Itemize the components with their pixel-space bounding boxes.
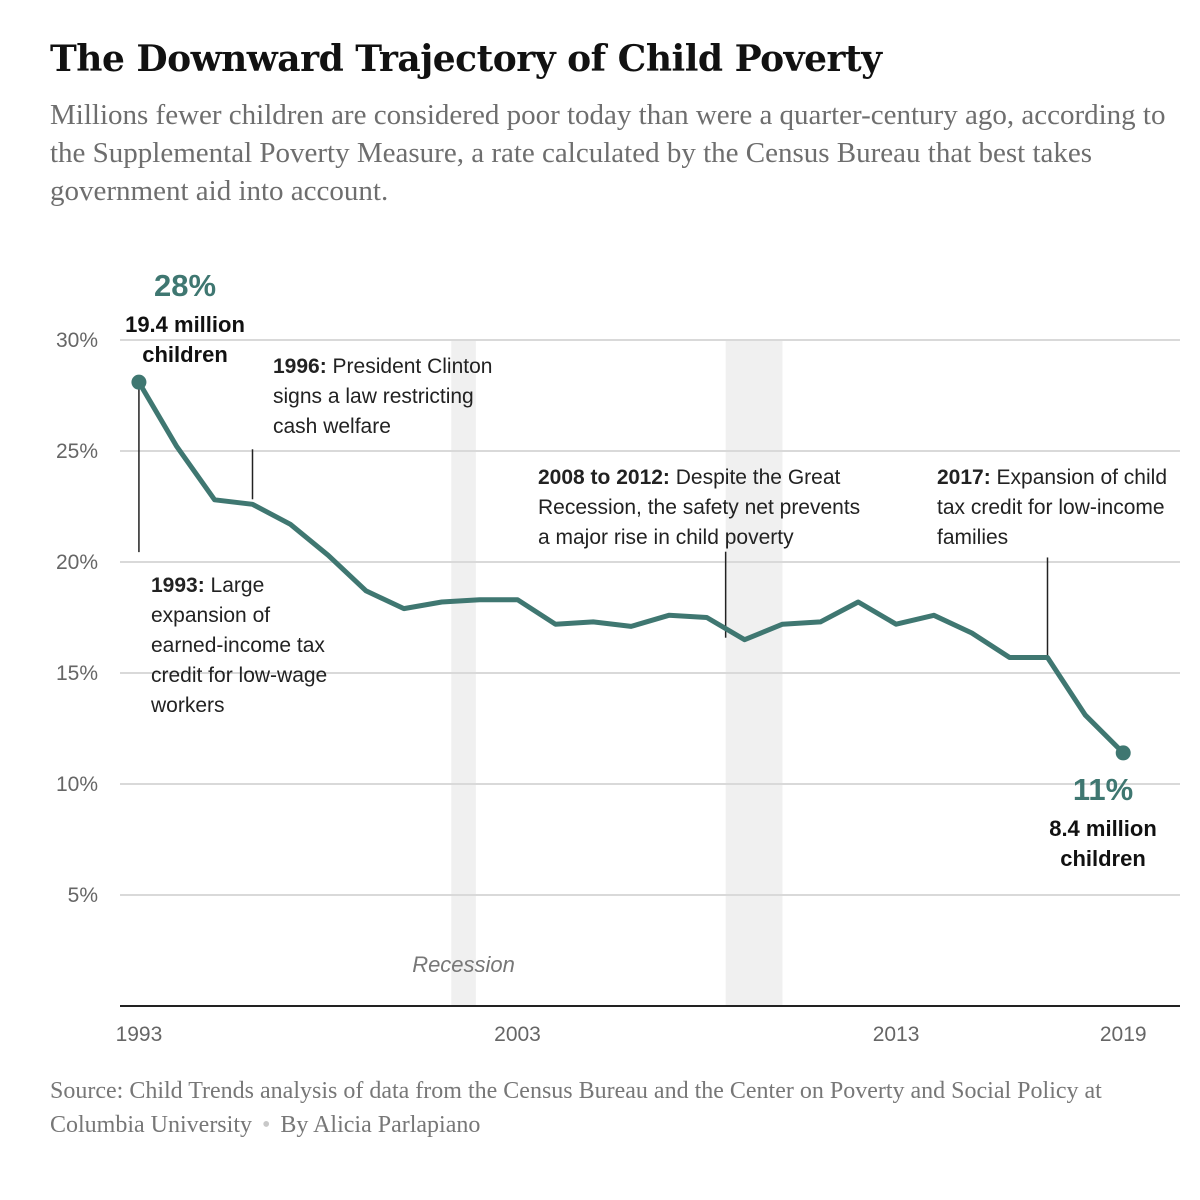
annotation-2017-label: 2017:	[937, 466, 991, 489]
gridlines	[120, 339, 1180, 896]
annotation-2009-line: a major rise in child poverty	[538, 526, 794, 549]
annotation-2009-line: Recession, the safety net prevents	[538, 496, 860, 519]
annotation-1993-line: workers	[150, 694, 225, 717]
highlight-point-2019	[1115, 745, 1131, 761]
x-axis-ticks: 1993 2003 2013 2019	[116, 1023, 1147, 1046]
x-tick-label: 2013	[873, 1023, 920, 1046]
source-note: Source: Child Trends analysis of data fr…	[50, 1078, 1102, 1138]
highlight-count-1993: 19.4 million	[125, 312, 245, 337]
highlight-count-2019: 8.4 million	[1049, 816, 1157, 841]
annotation-1996-line: cash welfare	[273, 415, 391, 438]
chart-subtitle: Millions fewer children are considered p…	[50, 99, 1166, 207]
y-tick-label: 30%	[56, 329, 98, 352]
annotation-2009-text: Despite the Great	[670, 466, 841, 489]
annotation-2017-line: families	[937, 526, 1008, 549]
y-tick-label: 5%	[68, 884, 98, 907]
chart-title: The Downward Trajectory of Child Poverty	[50, 38, 882, 80]
y-tick-label: 20%	[56, 551, 98, 574]
annotation-1993-text: Large	[205, 574, 265, 597]
y-axis-ticks: 5% 10% 15% 20% 25% 30%	[56, 329, 98, 907]
annotation-1993-label: 1993:	[151, 574, 205, 597]
annotation-2017-line: tax credit for low-income	[937, 496, 1165, 519]
y-tick-label: 10%	[56, 773, 98, 796]
annotation-1993-heading: 1993: Large	[151, 574, 264, 597]
annotation-2017-text: Expansion of child	[991, 466, 1167, 489]
footer-separator: •	[261, 1112, 271, 1138]
x-tick-label: 2003	[494, 1023, 541, 1046]
y-tick-label: 25%	[56, 440, 98, 463]
highlight-pct-2019: 11%	[1073, 772, 1133, 807]
annotation-1996-text: President Clinton	[327, 355, 493, 378]
annotation-1993-line: earned-income tax	[151, 634, 325, 657]
annotation-2009-label: 2008 to 2012:	[538, 466, 670, 489]
annotation-leaders	[138, 382, 1049, 656]
highlight-point-1993	[131, 374, 147, 390]
annotation-1996-line: signs a law restricting	[273, 385, 474, 408]
x-tick-label: 1993	[116, 1023, 163, 1046]
y-tick-label: 15%	[56, 662, 98, 685]
byline: By Alicia Parlapiano	[280, 1112, 481, 1138]
footer: Source: Child Trends analysis of data fr…	[50, 1074, 1180, 1142]
annotation-2017-heading: 2017: Expansion of child	[937, 466, 1167, 489]
annotations: 1993: Large expansion of earned-income tax…	[150, 355, 1167, 717]
annotation-1996-label: 1996:	[273, 355, 327, 378]
highlight-labels: 28% 19.4 million children 11% 8.4 million chi…	[125, 268, 1157, 871]
highlight-points	[131, 374, 1131, 761]
annotation-1993-line: expansion of	[151, 604, 270, 627]
annotation-1996-heading: 1996: President Clinton	[273, 355, 492, 378]
recession-label: Recession	[412, 952, 515, 977]
series-line-child-poverty	[136, 379, 1126, 756]
highlight-pct-1993: 28%	[154, 268, 216, 303]
annotation-1993-line: credit for low-wage	[151, 664, 327, 687]
highlight-unit-2019: children	[1060, 846, 1146, 871]
annotation-2009-heading: 2008 to 2012: Despite the Great	[538, 466, 841, 489]
x-tick-label: 2019	[1100, 1023, 1147, 1046]
highlight-unit-1993: children	[142, 342, 228, 367]
